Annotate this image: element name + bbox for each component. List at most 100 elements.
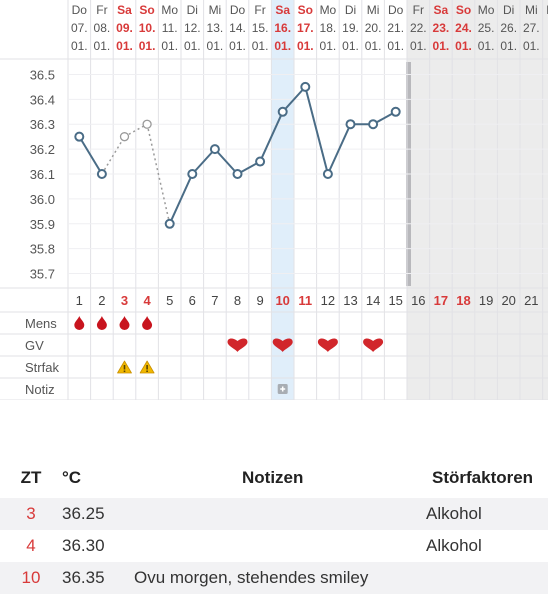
temperature-point[interactable] <box>96 169 107 179</box>
cycle-day-number: 3 <box>121 293 128 308</box>
month-label: 01. <box>274 39 291 53</box>
temperature-point[interactable] <box>164 218 175 229</box>
month-label: 01. <box>320 39 337 53</box>
weekday-label: Mi <box>209 3 222 17</box>
warning-icon-dot <box>123 370 126 372</box>
weekday-label: Sa <box>117 3 132 17</box>
day-label: 20. <box>365 21 382 35</box>
weekday-label: Fr <box>413 3 424 17</box>
month-label: 01. <box>433 39 450 53</box>
day-label: 13. <box>207 21 224 35</box>
heart-icon <box>363 338 384 352</box>
month-label: 01. <box>184 39 201 53</box>
excluded-temperature-point[interactable] <box>142 119 152 129</box>
weekday-label: Fr <box>96 3 107 17</box>
temperature-line-segment <box>191 148 216 175</box>
temperature-line-segment <box>101 136 126 175</box>
header-notes: Notizen <box>242 468 304 487</box>
weekday-label: Sa <box>434 3 449 17</box>
temperature-point[interactable] <box>232 169 243 179</box>
temperature-line-segment <box>214 148 239 175</box>
day-label: 10. <box>139 21 156 35</box>
cycle-day-cell: 10 <box>21 568 41 587</box>
month-label: 01. <box>207 39 224 53</box>
header-zt: ZT <box>20 468 42 487</box>
weekday-label: Di <box>345 3 356 17</box>
temperature-point[interactable] <box>322 169 333 179</box>
temperature-point[interactable] <box>345 119 356 130</box>
notes-cell: Ovu morgen, stehendes smiley <box>134 568 369 587</box>
temperature-line-segment <box>304 86 329 175</box>
row-label-gv: GV <box>25 338 44 353</box>
temperature-cell: 36.25 <box>62 504 105 523</box>
y-tick-label: 36.1 <box>30 167 55 182</box>
cycle-day-number: 5 <box>166 293 173 308</box>
y-tick-label: 36.5 <box>30 67 55 82</box>
y-tick-label: 36.0 <box>30 192 55 207</box>
warning-icon-mark <box>146 365 148 370</box>
day-label: 24. <box>455 21 472 35</box>
y-tick-label: 35.8 <box>30 242 55 257</box>
cycle-day-number: 13 <box>343 293 357 308</box>
month-label: 01. <box>229 39 246 53</box>
temperature-line-segment <box>78 136 103 175</box>
cycle-day-number: 11 <box>298 293 312 308</box>
temperature-point[interactable] <box>209 144 220 155</box>
blood-drop-icon <box>74 316 85 330</box>
header-temp: °C <box>62 468 82 487</box>
table-row[interactable]: 10 36.35 Ovu morgen, stehendes smiley <box>0 562 548 594</box>
temperature-point[interactable] <box>74 131 85 142</box>
weekday-label: Sa <box>275 3 290 17</box>
temperature-point[interactable] <box>390 106 401 117</box>
heart-icon <box>272 338 293 352</box>
month-label: 01. <box>365 39 382 53</box>
day-label: 25. <box>478 21 495 35</box>
table-row[interactable]: 3 36.25 Alkohol <box>0 498 548 530</box>
month-label: 01. <box>410 39 427 53</box>
y-tick-label: 36.4 <box>30 92 55 107</box>
temperature-point[interactable] <box>277 106 288 117</box>
cycle-day-number: 6 <box>189 293 196 308</box>
heart-icon <box>317 338 338 352</box>
y-tick-label: 36.3 <box>30 117 55 132</box>
cycle-day-number: 16 <box>411 293 425 308</box>
temperature-point[interactable] <box>300 81 311 92</box>
temperature-point[interactable] <box>255 156 266 167</box>
month-label: 01. <box>94 39 111 53</box>
month-label: 01. <box>478 39 495 53</box>
weekday-label: Mo <box>161 3 178 17</box>
row-label-strfak: Strfak <box>25 360 59 375</box>
future-days-shade <box>407 0 548 400</box>
cycle-day-cell: 3 <box>26 504 36 523</box>
temperature-point[interactable] <box>187 169 198 179</box>
stoerfaktoren-cell: Alkohol <box>426 504 482 523</box>
stoerfaktoren-cell: Alkohol <box>426 536 482 555</box>
day-label: 19. <box>342 21 359 35</box>
cycle-day-number: 19 <box>479 293 493 308</box>
blood-drop-icon <box>96 316 107 330</box>
day-label: 17. <box>297 21 314 35</box>
temperature-point[interactable] <box>368 119 379 130</box>
table-row[interactable]: 4 36.30 Alkohol <box>0 530 548 562</box>
day-label: 22. <box>410 21 427 35</box>
cycle-chart[interactable]: Do 07. 01. Fr 08. 01. Sa 09. 01. So 10. 01. Mo 11. 01.… <box>0 0 548 400</box>
day-label: 18. <box>320 21 337 35</box>
cycle-day-number: 12 <box>321 293 335 308</box>
cycle-day-cell: 4 <box>26 536 36 555</box>
cycle-day-number: 8 <box>234 293 241 308</box>
weekday-label: Do <box>72 3 88 17</box>
excluded-temperature-point[interactable] <box>119 132 130 142</box>
weekday-label: Do <box>546 3 548 17</box>
day-label: 11. <box>162 21 178 35</box>
weekday-label: Mi <box>525 3 538 17</box>
header-stoerfaktoren: Störfaktoren <box>432 468 534 487</box>
weekday-label: Do <box>230 3 246 17</box>
blood-drop-icon <box>142 316 153 330</box>
day-label: 23. <box>433 21 450 35</box>
month-label: 01. <box>500 39 517 53</box>
weekday-label: So <box>456 3 471 17</box>
cycle-day-number: 10 <box>275 293 289 308</box>
day-label: 16. <box>274 21 291 35</box>
cycle-day-number: 7 <box>211 293 218 308</box>
month-label: 01. <box>523 39 540 53</box>
